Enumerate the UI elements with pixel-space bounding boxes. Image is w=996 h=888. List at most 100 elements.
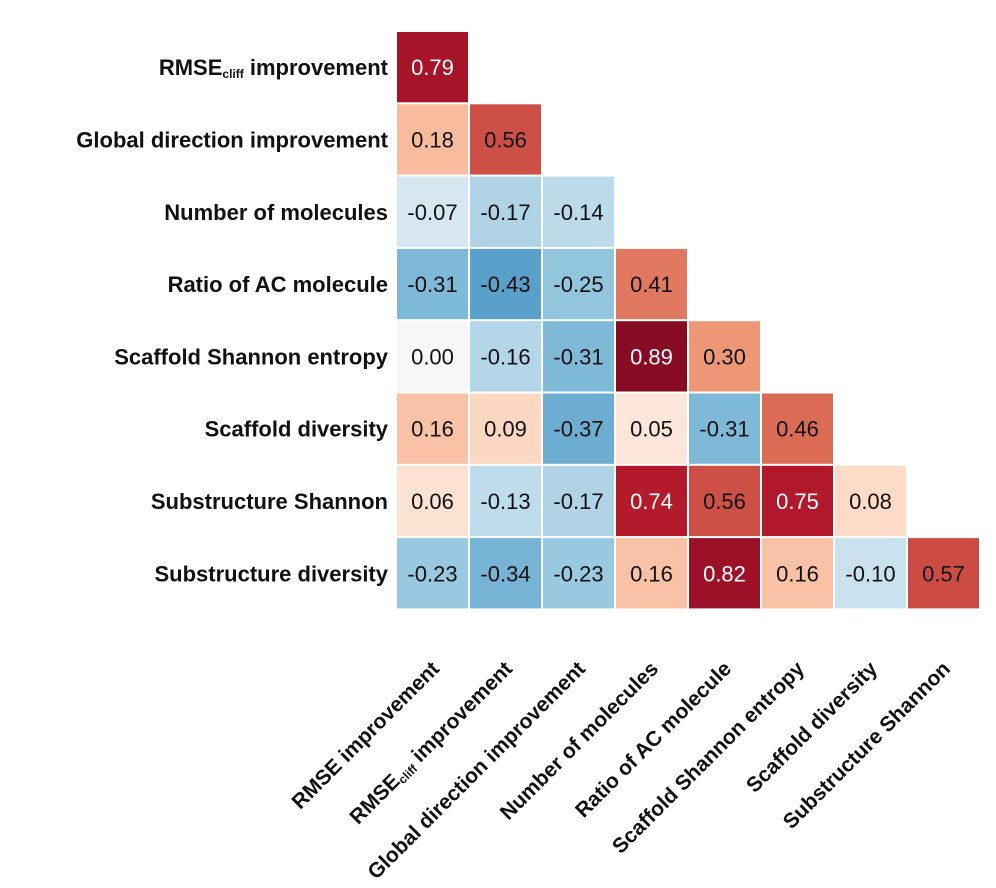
- column-label-1-main: RMSE: [345, 770, 404, 829]
- cell-value-r7-c5: 0.16: [776, 561, 819, 586]
- heatmap-cell-r3-c3: [616, 248, 687, 320]
- heatmap-cell-r2-c1: [470, 176, 541, 247]
- cell-value-r4-c0: 0.00: [411, 344, 454, 369]
- heatmap-cell-r7-c1: [470, 538, 541, 609]
- cell-value-r4-c3: 0.89: [630, 344, 673, 369]
- cell-value-r5-c2: -0.37: [553, 417, 603, 442]
- row-label-0-subscript: cliff: [222, 67, 244, 81]
- cell-value-r2-c1: -0.17: [480, 200, 530, 225]
- heatmap-cell-r7-c6: [835, 538, 906, 609]
- row-label-6: Substructure Shannon: [151, 489, 388, 514]
- cell-value-r6-c1: -0.13: [480, 489, 530, 514]
- cell-value-r5-c3: 0.05: [630, 417, 673, 442]
- cell-value-r0-c0: 0.79: [411, 55, 454, 80]
- heatmap-cell-r4-c2: [543, 321, 614, 392]
- row-label-5: Scaffold diversity: [205, 417, 389, 442]
- cell-value-r7-c3: 0.16: [630, 561, 673, 586]
- cell-value-r4-c1: -0.16: [480, 344, 530, 369]
- heatmap-cell-r3-c1: [470, 248, 541, 320]
- column-label-0-main: RMSE improvement: [287, 657, 444, 814]
- heatmap-cell-r5-c3: [616, 393, 687, 464]
- cell-value-r6-c0: 0.06: [411, 489, 454, 514]
- cell-value-r6-c5: 0.75: [776, 489, 819, 514]
- cell-value-r2-c2: -0.14: [553, 200, 603, 225]
- cell-value-r5-c1: 0.09: [484, 417, 527, 442]
- cell-value-r2-c0: -0.07: [407, 200, 457, 225]
- heatmap-cell-r0-c0: [397, 32, 468, 103]
- heatmap-cell-r7-c0: [397, 538, 468, 609]
- row-label-5-main: Scaffold diversity: [205, 417, 389, 442]
- cell-value-r7-c4: 0.82: [703, 561, 746, 586]
- cell-value-r5-c4: -0.31: [699, 417, 749, 442]
- row-label-0: RMSEcliff improvement: [159, 55, 389, 81]
- column-label-6-main: Scaffold diversity: [742, 657, 882, 797]
- cell-value-r3-c2: -0.25: [553, 272, 603, 297]
- cell-value-r1-c1: 0.56: [484, 127, 527, 152]
- row-label-6-main: Substructure Shannon: [151, 489, 388, 514]
- cells-layer: 0.79 0.18 0.56 -0.07 -0.17 -0.14 -0.31 -0.43 -0.…: [397, 32, 979, 609]
- heatmap-cell-r4-c3: [616, 321, 687, 392]
- heatmap-cell-r5-c1: [470, 393, 541, 464]
- heatmap-cell-r6-c3: [616, 465, 687, 537]
- cell-value-r5-c5: 0.46: [776, 417, 819, 442]
- column-label-0: RMSE improvement: [287, 657, 444, 814]
- cell-value-r6-c2: -0.17: [553, 489, 603, 514]
- cell-value-r7-c7: 0.57: [922, 561, 965, 586]
- heatmap-cell-r7-c4: [689, 538, 760, 609]
- heatmap-cell-r1-c1: [470, 104, 541, 175]
- cell-value-r3-c1: -0.43: [480, 272, 530, 297]
- row-labels-layer: RMSEcliff improvement Global direction im…: [76, 55, 388, 586]
- heatmap-cell-r4-c4: [689, 321, 760, 392]
- heatmap-cell-r5-c5: [762, 393, 833, 464]
- row-label-1: Global direction improvement: [76, 127, 388, 152]
- cell-value-r5-c0: 0.16: [411, 417, 454, 442]
- column-label-6: Scaffold diversity: [742, 657, 882, 797]
- heatmap-cell-r6-c0: [397, 465, 468, 537]
- cell-value-r6-c6: 0.08: [849, 489, 892, 514]
- heatmap-cell-r7-c7: [908, 538, 979, 609]
- cell-value-r7-c1: -0.34: [480, 561, 530, 586]
- row-label-3: Ratio of AC molecule: [168, 272, 388, 297]
- cell-value-r6-c4: 0.56: [703, 489, 746, 514]
- heatmap-cell-r6-c4: [689, 465, 760, 537]
- row-label-4-main: Scaffold Shannon entropy: [114, 344, 389, 369]
- row-label-3-main: Ratio of AC molecule: [168, 272, 388, 297]
- heatmap-cell-r4-c0: [397, 321, 468, 392]
- cell-value-r1-c0: 0.18: [411, 127, 454, 152]
- heatmap-cell-r6-c1: [470, 465, 541, 537]
- cell-value-r4-c4: 0.30: [703, 344, 746, 369]
- heatmap-cell-r5-c4: [689, 393, 760, 464]
- heatmap-cell-r4-c1: [470, 321, 541, 392]
- heatmap-cell-r3-c0: [397, 248, 468, 320]
- cell-value-r7-c0: -0.23: [407, 561, 457, 586]
- heatmap-cell-r1-c0: [397, 104, 468, 175]
- row-label-2-main: Number of molecules: [164, 200, 388, 225]
- heatmap-cell-r2-c2: [543, 176, 614, 247]
- cell-value-r3-c3: 0.41: [630, 272, 673, 297]
- heatmap-cell-r5-c2: [543, 393, 614, 464]
- row-label-2: Number of molecules: [164, 200, 388, 225]
- heatmap-cell-r7-c2: [543, 538, 614, 609]
- cell-value-r7-c6: -0.10: [845, 561, 895, 586]
- heatmap-cell-r2-c0: [397, 176, 468, 247]
- row-label-4: Scaffold Shannon entropy: [114, 344, 389, 369]
- heatmap-cell-r6-c6: [835, 465, 906, 537]
- heatmap-cell-r7-c5: [762, 538, 833, 609]
- heatmap-cell-r5-c0: [397, 393, 468, 464]
- heatmap-cell-r6-c5: [762, 465, 833, 537]
- row-label-7: Substructure diversity: [154, 561, 388, 586]
- cell-value-r3-c0: -0.31: [407, 272, 457, 297]
- row-label-7-main: Substructure diversity: [154, 561, 388, 586]
- cell-value-r6-c3: 0.74: [630, 489, 673, 514]
- row-label-0-rest: improvement: [244, 55, 389, 80]
- cell-value-r4-c2: -0.31: [553, 344, 603, 369]
- heatmap-cell-r3-c2: [543, 248, 614, 320]
- cell-value-r7-c2: -0.23: [553, 561, 603, 586]
- heatmap-cell-r6-c2: [543, 465, 614, 537]
- row-label-1-main: Global direction improvement: [76, 127, 388, 152]
- row-label-0-main: RMSE: [159, 55, 223, 80]
- heatmap-cell-r7-c3: [616, 538, 687, 609]
